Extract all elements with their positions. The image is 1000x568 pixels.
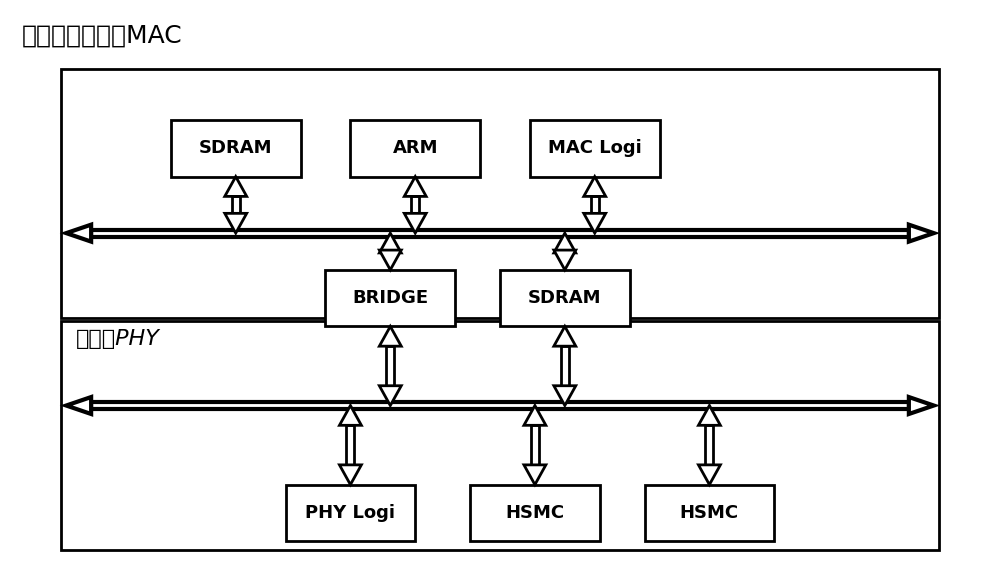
FancyArrow shape [379, 233, 401, 253]
Bar [561, 346, 569, 386]
Bar [561, 250, 569, 253]
Bar [500, 270, 630, 327]
Bar [705, 425, 713, 465]
Bar [325, 270, 455, 327]
FancyArrow shape [339, 465, 361, 485]
FancyArrow shape [66, 397, 91, 414]
FancyArrow shape [698, 465, 720, 485]
FancyArrow shape [379, 327, 401, 346]
FancyArrow shape [698, 406, 720, 425]
Bar [591, 197, 599, 214]
FancyArrow shape [404, 177, 426, 197]
Text: SDRAM: SDRAM [528, 289, 602, 307]
FancyArrow shape [554, 250, 576, 270]
FancyArrow shape [584, 214, 606, 233]
Text: 媒体访问控制层MAC: 媒体访问控制层MAC [21, 24, 182, 48]
Bar [386, 346, 394, 386]
Bar [531, 425, 539, 465]
FancyArrow shape [379, 386, 401, 406]
Bar [232, 197, 240, 214]
Bar [411, 197, 419, 214]
FancyArrow shape [225, 177, 247, 197]
FancyArrow shape [909, 397, 934, 414]
Bar [232, 197, 240, 214]
FancyArrow shape [909, 225, 934, 241]
Bar [171, 120, 301, 177]
Bar [91, 229, 909, 236]
Bar [705, 425, 713, 465]
Text: ARM: ARM [392, 139, 438, 157]
Text: SDRAM: SDRAM [199, 139, 272, 157]
FancyArrow shape [66, 225, 91, 241]
Bar [286, 485, 415, 541]
Bar [591, 197, 599, 214]
Bar [61, 321, 939, 550]
FancyArrow shape [225, 214, 247, 233]
FancyArrow shape [554, 327, 576, 346]
Bar [411, 197, 419, 214]
FancyArrow shape [554, 386, 576, 406]
FancyArrow shape [379, 250, 401, 270]
Bar [645, 485, 774, 541]
Bar [61, 69, 939, 318]
Bar [561, 346, 569, 386]
FancyArrow shape [554, 233, 576, 253]
FancyArrow shape [584, 177, 606, 197]
Text: 物理层PHY: 物理层PHY [76, 329, 160, 349]
Text: PHY Logi: PHY Logi [305, 504, 395, 522]
Text: MAC Logi: MAC Logi [548, 139, 642, 157]
Bar [91, 402, 909, 409]
Text: HSMC: HSMC [505, 504, 564, 522]
Bar [386, 250, 394, 253]
Bar [470, 485, 600, 541]
Text: BRIDGE: BRIDGE [352, 289, 428, 307]
Bar [346, 425, 354, 465]
Bar [531, 425, 539, 465]
Bar [346, 425, 354, 465]
FancyArrow shape [404, 214, 426, 233]
Bar [386, 250, 394, 253]
Bar [561, 250, 569, 253]
FancyArrow shape [524, 406, 546, 425]
Bar [530, 120, 660, 177]
FancyArrow shape [339, 406, 361, 425]
FancyArrow shape [524, 465, 546, 485]
Bar [386, 346, 394, 386]
Bar [350, 120, 480, 177]
Text: HSMC: HSMC [680, 504, 739, 522]
